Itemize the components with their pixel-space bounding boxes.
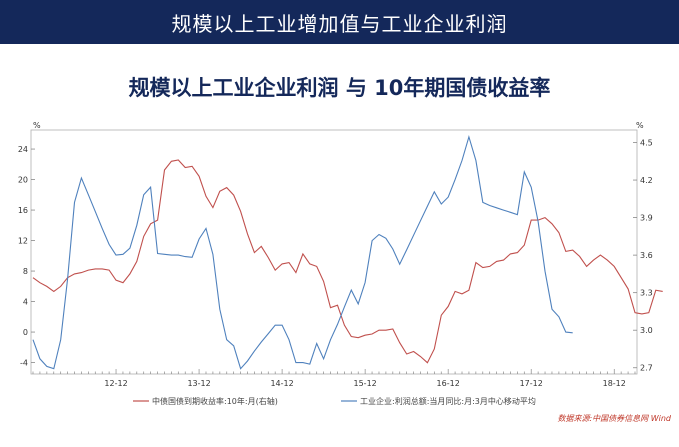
legend-label-profit: 工业企业:利润总额:当月同比:月:3月中心移动平均 (360, 396, 536, 406)
series-line-yield (32, 159, 663, 364)
left-tick-label: 4 (23, 298, 28, 307)
right-tick-label: 3.0 (640, 326, 653, 335)
left-tick-label: 24 (18, 145, 28, 154)
right-tick-label: 4.2 (640, 176, 653, 185)
right-tick-label: 3.9 (640, 214, 653, 223)
left-tick-label: 0 (23, 328, 28, 337)
x-tick-label: 13-12 (187, 379, 210, 388)
x-tick-label: 14-12 (270, 379, 293, 388)
plot-area (30, 129, 638, 375)
banner-title: 规模以上工业增加值与工业企业利润 (171, 11, 508, 36)
left-tick-label: 20 (18, 176, 28, 185)
legend-label-yield: 中债国债到期收益率:10年:月(右轴) (152, 396, 278, 406)
left-tick-label: 8 (23, 267, 28, 276)
x-tick-label: 17-12 (520, 379, 543, 388)
legend: 中债国债到期收益率:10年:月(右轴) 工业企业:利润总额:当月同比:月:3月中… (133, 396, 536, 406)
x-tick-label: 16-12 (437, 379, 460, 388)
right-tick-label: 4.5 (640, 139, 653, 148)
series-line-profit (32, 134, 573, 370)
right-tick-label: 3.6 (640, 251, 653, 260)
data-source: 数据来源:中国债券信息网 Wind (557, 414, 671, 423)
chart-title: 规模以上工业企业利润 与 10年期国债收益率 (128, 76, 551, 100)
x-tick-label: 12-12 (104, 379, 127, 388)
x-tick-label: 18-12 (603, 379, 626, 388)
header-banner: 规模以上工业增加值与工业企业利润 (0, 0, 679, 44)
left-tick-label: 12 (18, 237, 28, 246)
right-axis-unit: % (636, 121, 644, 130)
left-tick-label: -4 (20, 359, 28, 368)
left-tick-label: 16 (18, 206, 28, 215)
left-axis-unit: % (33, 121, 41, 130)
right-tick-label: 3.3 (640, 289, 653, 298)
right-tick-label: 2.7 (640, 364, 653, 373)
x-tick-label: 15-12 (354, 379, 377, 388)
